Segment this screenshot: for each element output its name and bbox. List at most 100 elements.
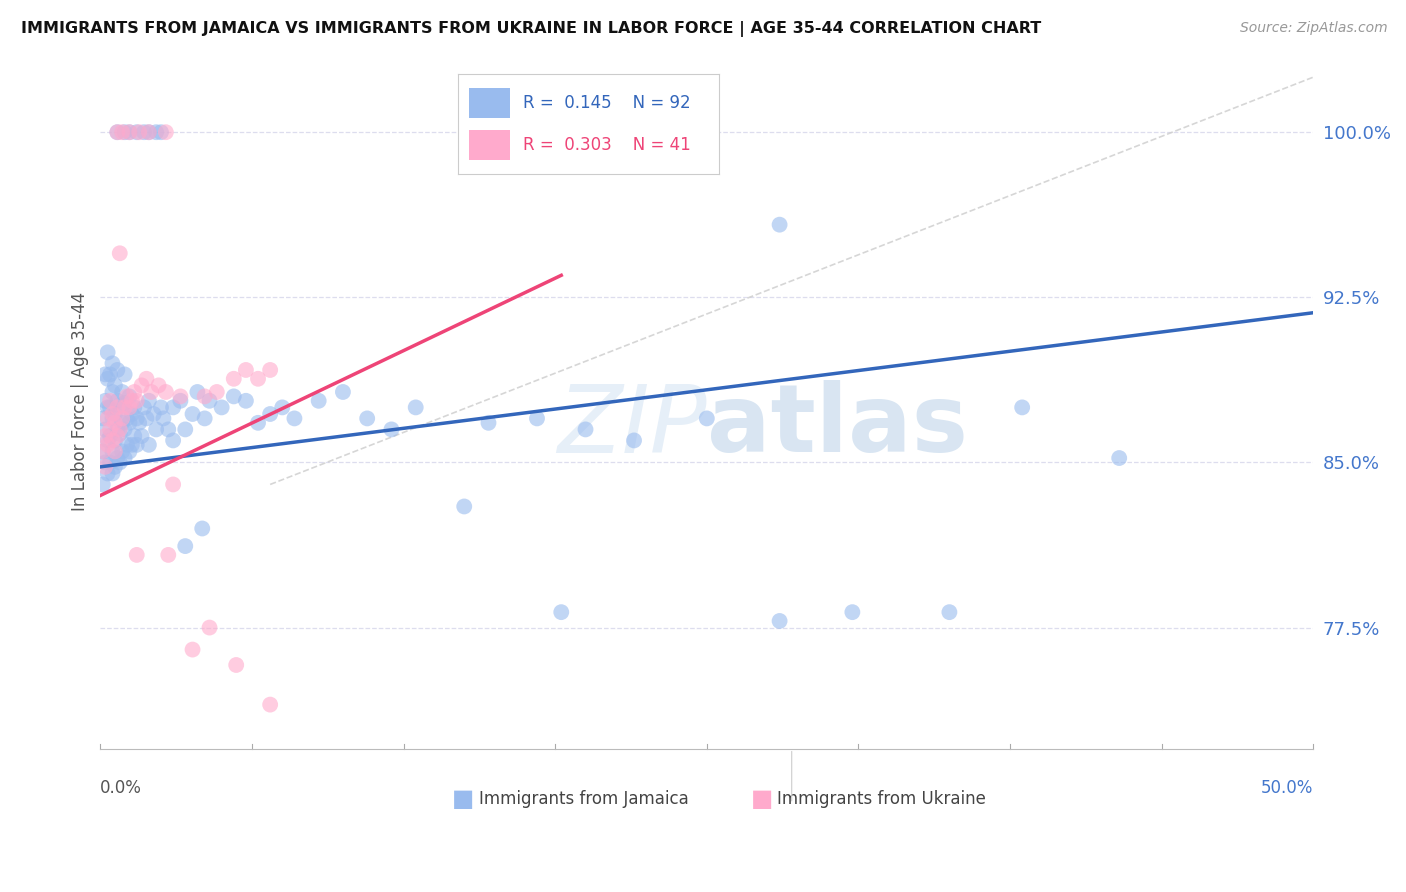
Point [118, 444, 141, 458]
Point [574, 422, 596, 436]
Point [174, 422, 197, 436]
Point [141, 384, 163, 399]
Point [104, 459, 127, 474]
Point [235, 393, 257, 408]
Point [101, 384, 124, 399]
Point [118, 401, 141, 415]
Point [91, 444, 114, 458]
Point [115, 411, 138, 425]
Point [271, 401, 294, 415]
Point [104, 444, 127, 458]
Point [124, 401, 146, 415]
Point [332, 384, 354, 399]
Point [101, 434, 124, 448]
Point [101, 444, 124, 458]
Point [118, 125, 141, 139]
Point [169, 389, 191, 403]
Point [105, 422, 128, 436]
Point [98, 368, 121, 382]
Point [135, 372, 157, 386]
Point [114, 396, 136, 410]
Point [526, 411, 548, 425]
Point [105, 393, 128, 408]
Point [194, 411, 217, 425]
Point [108, 422, 131, 436]
Point [111, 384, 134, 399]
Point [181, 642, 204, 657]
Point [1108, 450, 1130, 465]
Point [97, 372, 120, 386]
Point [259, 363, 281, 377]
Point [380, 422, 402, 436]
Point [118, 389, 141, 403]
Point [696, 411, 718, 425]
Point [148, 378, 170, 392]
Point [162, 434, 184, 448]
Point [121, 407, 143, 421]
Point [259, 698, 281, 712]
Point [198, 393, 221, 408]
Point [111, 416, 134, 430]
Point [142, 407, 165, 421]
Text: atlas: atlas [707, 380, 967, 472]
Point [124, 429, 146, 443]
Point [111, 444, 134, 458]
Point [97, 401, 120, 415]
Point [550, 605, 572, 619]
Point [97, 345, 120, 359]
Point [841, 605, 863, 619]
Point [124, 384, 146, 399]
Point [98, 393, 121, 408]
Point [121, 438, 143, 452]
Text: ZIP: ZIP [557, 381, 707, 472]
Point [125, 125, 148, 139]
Point [118, 416, 141, 430]
Point [108, 246, 131, 260]
Point [105, 450, 128, 465]
Point [222, 372, 245, 386]
Point [114, 450, 136, 465]
Point [1011, 401, 1033, 415]
Point [98, 455, 121, 469]
Point [97, 467, 120, 481]
Point [186, 384, 208, 399]
Point [138, 125, 160, 139]
Point [308, 393, 330, 408]
Point [104, 407, 127, 421]
Point [205, 384, 228, 399]
Point [135, 411, 157, 425]
Point [105, 429, 128, 443]
Point [94, 368, 117, 382]
Point [131, 429, 153, 443]
Point [118, 125, 141, 139]
Point [97, 434, 120, 448]
Point [91, 411, 114, 425]
Text: Immigrants from Ukraine: Immigrants from Ukraine [778, 789, 986, 807]
Point [623, 434, 645, 448]
Point [194, 389, 217, 403]
Point [138, 438, 160, 452]
Point [111, 411, 134, 425]
Text: IMMIGRANTS FROM JAMAICA VS IMMIGRANTS FROM UKRAINE IN LABOR FORCE | AGE 35-44 CO: IMMIGRANTS FROM JAMAICA VS IMMIGRANTS FR… [21, 21, 1042, 37]
Point [259, 407, 281, 421]
Point [477, 416, 499, 430]
Point [169, 393, 191, 408]
Point [125, 393, 148, 408]
Point [125, 411, 148, 425]
Point [150, 401, 173, 415]
Point [138, 393, 160, 408]
Point [128, 416, 150, 430]
Point [125, 438, 148, 452]
Point [114, 401, 136, 415]
Point [101, 407, 124, 421]
Point [105, 401, 128, 415]
Point [157, 422, 180, 436]
Point [356, 411, 378, 425]
Point [104, 378, 127, 392]
Point [453, 500, 475, 514]
Point [104, 434, 127, 448]
Point [157, 548, 180, 562]
Point [97, 438, 120, 452]
Point [94, 422, 117, 436]
Point [162, 401, 184, 415]
